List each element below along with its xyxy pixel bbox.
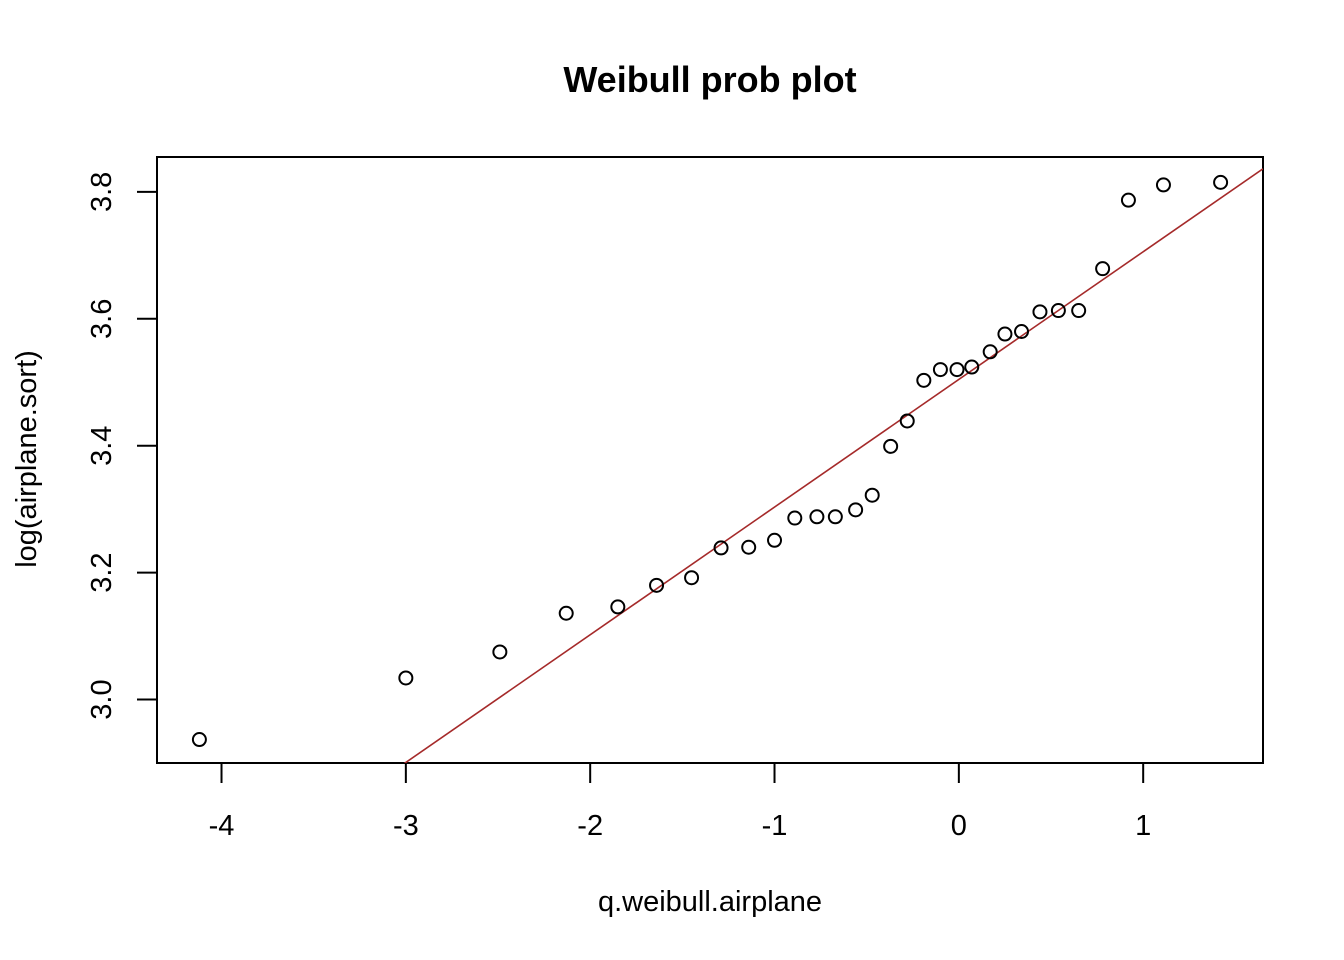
data-point (398, 670, 414, 686)
y-tick-label: 3.2 (86, 552, 118, 592)
data-point (827, 509, 843, 525)
data-point (1213, 174, 1229, 190)
data-point (864, 487, 880, 503)
data-point (809, 509, 825, 525)
data-point (558, 605, 574, 621)
x-tick-label: -2 (577, 810, 603, 842)
data-point (610, 599, 626, 615)
y-tick-label: 3.0 (86, 679, 118, 719)
y-tick-label: 3.6 (86, 299, 118, 339)
data-point (1014, 324, 1030, 340)
chart-title: Weibull prob plot (563, 59, 856, 100)
x-tick-label: 1 (1135, 810, 1151, 842)
data-point (932, 362, 948, 378)
data-point (949, 362, 965, 378)
data-point (191, 732, 207, 748)
data-point (1120, 192, 1136, 208)
data-point (1071, 303, 1087, 319)
data-point (883, 438, 899, 454)
y-axis-label: log(airplane.sort) (11, 350, 43, 568)
y-tick-label: 3.4 (86, 426, 118, 466)
data-point (1155, 177, 1171, 193)
x-tick-label: -1 (762, 810, 788, 842)
data-point (916, 372, 932, 388)
data-point (741, 539, 757, 555)
x-tick-label: -3 (393, 810, 419, 842)
data-point (649, 577, 665, 593)
data-point (713, 540, 729, 556)
data-point (492, 644, 508, 660)
data-point (997, 326, 1013, 342)
data-points (191, 174, 1229, 748)
x-tick-label: 0 (951, 810, 967, 842)
data-point (964, 359, 980, 375)
x-tick-label: -4 (209, 810, 235, 842)
fit-line-group (403, 168, 1263, 763)
data-point (1032, 304, 1048, 320)
x-axis-label: q.weibull.airplane (598, 886, 822, 918)
data-point (899, 413, 915, 429)
fit-line (403, 168, 1263, 763)
data-point (787, 510, 803, 526)
y-tick-label: 3.8 (86, 172, 118, 212)
data-point (767, 532, 783, 548)
y-axis: 3.0 3.2 3.4 3.6 3.8 (86, 172, 158, 720)
data-point (848, 502, 864, 518)
x-axis: -4 -3 -2 -1 0 1 (209, 762, 1151, 842)
plot-frame (156, 156, 1264, 764)
data-point (1050, 303, 1066, 319)
data-point (684, 570, 700, 586)
data-point (1095, 261, 1111, 277)
data-point (982, 344, 998, 360)
